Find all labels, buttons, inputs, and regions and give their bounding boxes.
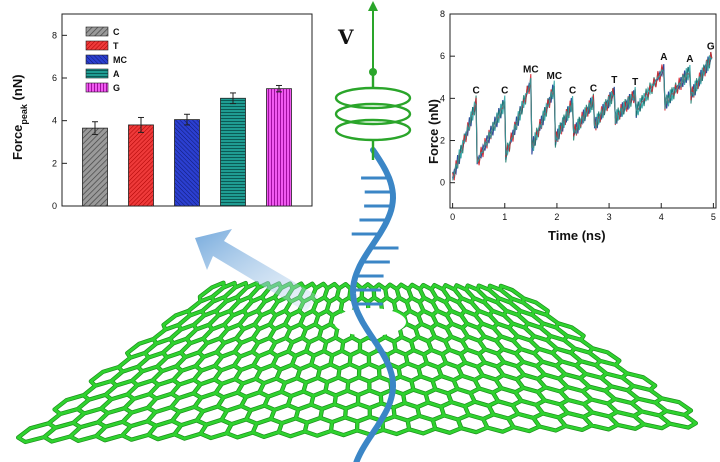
line-ytick-label: 4 <box>440 93 445 103</box>
bar-C <box>82 127 108 207</box>
line-ytick-label: 2 <box>440 136 445 146</box>
peak-label-MC: MC <box>547 71 563 82</box>
line-xtick-label: 0 <box>450 212 455 222</box>
bar-ytick-label: 2 <box>52 158 57 168</box>
bar-A <box>220 97 246 207</box>
bar-ytick-label: 6 <box>52 73 57 83</box>
bar-G <box>266 88 292 207</box>
line-ytick-label: 0 <box>440 178 445 188</box>
peak-label-C: C <box>569 86 576 97</box>
line-chart-xlabel: Time (ns) <box>548 228 606 243</box>
peak-label-C: C <box>472 86 479 97</box>
legend-swatch-T <box>85 40 109 51</box>
bar-MC <box>174 119 200 207</box>
velocity-arrow-icon <box>368 1 378 76</box>
legend-label-MC: MC <box>113 55 127 65</box>
direction-arrow-icon <box>195 229 318 312</box>
graphene-lattice <box>16 281 698 444</box>
dna-backbone <box>349 147 397 462</box>
peak-force-bar-chart: 0 2 4 6 8 CT MC AG Forcepeak (nN) <box>10 13 313 211</box>
nanopore <box>334 308 406 336</box>
line-ytick-label: 6 <box>440 51 445 61</box>
spring-coil <box>334 102 412 126</box>
legend-label-T: T <box>113 41 119 51</box>
legend-swatch-C <box>85 26 109 37</box>
peak-label-G: G <box>707 41 715 52</box>
legend-swatch-MC <box>85 54 109 65</box>
bar-ytick-label: 0 <box>52 201 57 211</box>
legend-swatch-G <box>85 82 109 93</box>
line-xtick-label: 5 <box>711 212 716 222</box>
legend-label-A: A <box>113 69 120 79</box>
graphene-sheet <box>16 280 698 445</box>
line-xtick-label: 2 <box>554 212 559 222</box>
line-chart-ylabel: Force (nN) <box>426 99 441 164</box>
bar-T <box>128 124 154 207</box>
line-xtick-label: 3 <box>607 212 612 222</box>
peak-label-T: T <box>632 77 638 88</box>
line-xtick-label: 1 <box>502 212 507 222</box>
peak-label-C: C <box>501 86 508 97</box>
peak-label-A: A <box>660 52 667 63</box>
line-xtick-label: 4 <box>659 212 664 222</box>
peak-label-A: A <box>686 54 693 65</box>
bar-ytick-label: 4 <box>52 116 57 126</box>
legend-label-C: C <box>113 27 120 37</box>
force-time-line-chart: 0 1 2 3 4 5 0 2 4 6 8 C C MC MC C C T T A A G Time (ns) Forc… <box>426 9 717 243</box>
peak-label-C: C <box>590 83 597 94</box>
line-ytick-label: 8 <box>440 9 445 19</box>
velocity-label: V <box>337 25 354 49</box>
bar-chart-ylabel: Forcepeak (nN) <box>10 74 29 160</box>
pulling-spring <box>334 72 412 160</box>
force-trace-series <box>452 55 713 181</box>
peak-label-T: T <box>611 75 617 86</box>
legend-swatch-A <box>85 68 109 79</box>
peak-label-MC: MC <box>523 64 539 75</box>
bar-ytick-label: 8 <box>52 30 57 40</box>
legend-label-G: G <box>113 83 120 93</box>
dna-strand <box>352 150 399 462</box>
